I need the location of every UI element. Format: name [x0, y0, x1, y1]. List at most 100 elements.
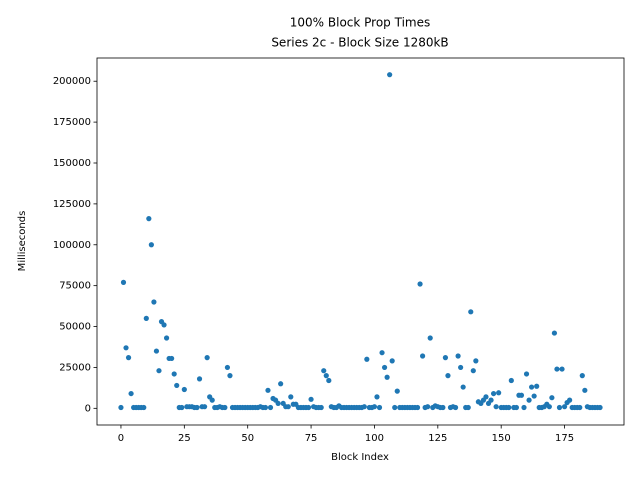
point	[376, 404, 383, 411]
point	[534, 383, 540, 389]
point	[559, 366, 565, 372]
point	[561, 404, 568, 410]
point	[374, 394, 380, 400]
point	[326, 377, 332, 384]
point	[577, 404, 583, 411]
point	[452, 404, 459, 411]
y-tick-label: 50000	[59, 322, 91, 333]
point	[460, 384, 466, 390]
point	[204, 355, 210, 361]
y-tick-label: 75000	[59, 281, 91, 292]
point	[305, 404, 312, 411]
point	[425, 404, 431, 410]
x-tick-label: 175	[555, 433, 574, 444]
point	[473, 358, 479, 364]
point	[546, 404, 552, 410]
point	[361, 404, 367, 410]
point	[529, 384, 535, 390]
point	[174, 382, 180, 389]
point	[321, 368, 327, 374]
point	[196, 376, 203, 382]
point	[513, 404, 519, 411]
point	[128, 390, 134, 397]
point	[508, 377, 514, 384]
point	[506, 404, 512, 411]
point	[579, 373, 585, 379]
point	[442, 355, 449, 361]
point	[153, 348, 160, 354]
point	[156, 368, 162, 374]
point	[267, 404, 274, 411]
point	[518, 392, 525, 398]
x-tick-label: 125	[428, 433, 447, 444]
point	[493, 404, 499, 410]
point	[285, 404, 291, 410]
point	[318, 404, 324, 411]
point	[483, 394, 489, 400]
point	[161, 322, 167, 328]
x-axis-label: Block Index	[331, 452, 389, 463]
point	[209, 397, 215, 403]
point	[387, 72, 393, 78]
point	[551, 330, 558, 336]
point	[597, 404, 603, 411]
point	[394, 388, 400, 394]
point	[179, 404, 185, 411]
y-tick-label: 25000	[59, 362, 91, 373]
point	[582, 387, 588, 393]
x-tick-label: 25	[178, 433, 191, 444]
point	[490, 390, 497, 397]
point	[496, 390, 502, 396]
point	[384, 374, 390, 380]
point	[222, 404, 228, 411]
point	[389, 358, 395, 364]
y-axis-label: Milliseconds	[17, 211, 28, 272]
point	[526, 397, 532, 403]
point	[420, 353, 426, 359]
y-tick-label: 0	[85, 403, 91, 414]
point	[118, 404, 124, 411]
point	[123, 345, 129, 351]
point	[151, 299, 157, 305]
point	[141, 404, 147, 411]
point	[470, 368, 476, 374]
x-tick-label: 0	[118, 433, 124, 444]
point	[143, 315, 149, 321]
point	[440, 404, 446, 411]
point	[445, 373, 451, 379]
point	[468, 309, 474, 315]
plot-frame	[96, 57, 625, 426]
x-tick-label: 150	[492, 433, 511, 444]
point	[265, 387, 271, 393]
point	[125, 355, 132, 361]
point	[392, 404, 398, 411]
y-tick-label: 175000	[53, 117, 91, 128]
point	[120, 279, 127, 285]
point	[488, 397, 494, 403]
point	[181, 386, 187, 393]
y-tick-label: 200000	[53, 76, 91, 87]
point	[148, 242, 154, 248]
point	[364, 356, 370, 362]
point	[414, 404, 421, 411]
point	[554, 366, 560, 372]
point	[458, 364, 464, 371]
point	[227, 373, 233, 379]
point	[163, 335, 170, 341]
point	[465, 404, 471, 411]
point	[308, 396, 314, 402]
y-tick-label: 100000	[53, 240, 91, 251]
point	[278, 381, 284, 387]
point	[549, 395, 555, 401]
point	[379, 350, 385, 356]
point	[567, 397, 573, 403]
point	[262, 404, 269, 411]
x-tick-label: 50	[241, 433, 254, 444]
point	[523, 371, 530, 377]
point	[556, 404, 563, 411]
point	[323, 373, 329, 379]
point	[146, 216, 152, 222]
point	[194, 404, 200, 411]
